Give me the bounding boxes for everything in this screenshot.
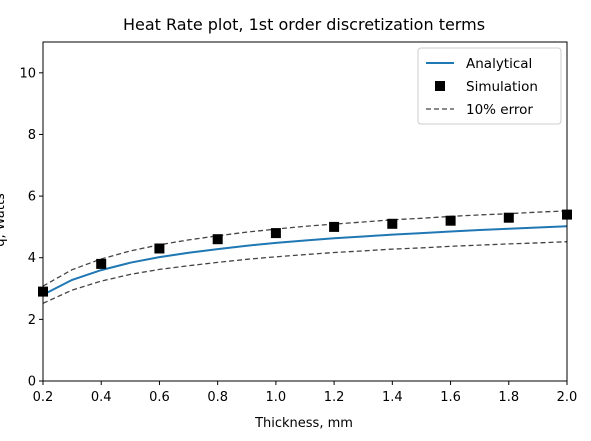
simulation-point (96, 259, 106, 269)
y-tick-label: 4 (28, 251, 36, 266)
x-tick-label: 0.2 (33, 390, 54, 405)
y-tick-label: 6 (28, 190, 36, 205)
y-axis-label: q, Watts (0, 193, 8, 247)
x-tick-label: 0.4 (91, 390, 112, 405)
plot-series (38, 210, 572, 304)
y-tick-label: 8 (28, 128, 36, 143)
simulation-point (329, 222, 339, 232)
simulation-point (387, 219, 397, 229)
x-tick-label: 1.6 (440, 390, 461, 405)
legend-simulation-swatch (435, 81, 445, 91)
error-lower-line (43, 242, 567, 304)
simulation-point (446, 216, 456, 226)
y-tick-label: 0 (28, 375, 36, 390)
legend-analytical-label: Analytical (466, 56, 532, 72)
simulation-point (213, 234, 223, 244)
x-tick-label: 1.8 (498, 390, 519, 405)
x-tick-label: 1.4 (382, 390, 403, 405)
simulation-point (154, 244, 164, 254)
legend-error-label: 10% error (466, 102, 533, 118)
error-upper-line (43, 211, 567, 286)
legend: Analytical Simulation 10% error (418, 48, 561, 124)
chart-title: Heat Rate plot, 1st order discretization… (123, 15, 485, 34)
simulation-point (504, 213, 514, 223)
x-tick-label: 0.6 (149, 390, 170, 405)
x-axis-label: Thickness, mm (254, 416, 353, 431)
x-axis: 0.2 0.4 0.6 0.8 1.0 1.2 1.4 1.6 1.8 2.0 (33, 381, 578, 405)
x-tick-label: 2.0 (557, 390, 578, 405)
x-tick-label: 1.2 (324, 390, 345, 405)
legend-simulation-label: Simulation (466, 79, 538, 95)
simulation-point (271, 228, 281, 238)
y-tick-label: 2 (28, 313, 36, 328)
x-tick-label: 0.8 (207, 390, 228, 405)
x-tick-label: 1.0 (266, 390, 287, 405)
y-tick-label: 10 (19, 66, 36, 81)
y-axis: 0 2 4 6 8 10 (19, 66, 43, 389)
analytical-line (43, 226, 567, 294)
